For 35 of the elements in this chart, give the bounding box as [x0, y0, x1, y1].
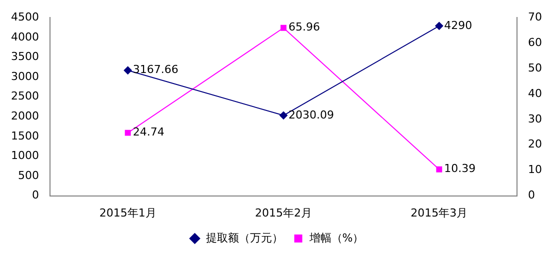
y-tick-label: 1500	[10, 129, 39, 142]
y-tick-label: 3500	[10, 50, 39, 64]
point	[280, 111, 288, 120]
legend-label: 增幅（%）	[308, 231, 364, 244]
y-tick-label: 2500	[10, 90, 39, 103]
y-tick-label: 3000	[10, 70, 39, 83]
y-tick-label: 4000	[10, 30, 39, 44]
x-tick-label: 2015年3月	[410, 206, 468, 220]
y2-tick-label: 60	[528, 36, 542, 49]
y2-tick-label: 20	[528, 138, 542, 151]
data-label: 65.96	[288, 20, 320, 34]
data-label: 4290	[444, 18, 472, 32]
y-tick-label: 1000	[10, 149, 39, 162]
y-tick-label: 500	[18, 168, 39, 182]
y2-tick-label: 70	[528, 10, 542, 24]
y2-tick-label: 0	[528, 188, 536, 202]
y2-tick-label: 50	[528, 61, 542, 74]
point	[124, 130, 131, 136]
data-label: 2030.09	[288, 108, 334, 122]
legend-label: 提取额（万元）	[206, 231, 283, 244]
data-label: 10.39	[444, 162, 476, 176]
point	[435, 22, 444, 30]
point	[124, 66, 132, 74]
y2-tick-label: 30	[528, 112, 542, 126]
y-tick-label: 2000	[10, 109, 39, 122]
x-tick-label: 2015年2月	[255, 206, 312, 220]
y-tick-label: 4500	[10, 10, 39, 24]
data-label: 24.74	[132, 126, 164, 139]
point	[436, 166, 442, 172]
point	[280, 24, 286, 31]
y2-tick-label: 10	[528, 163, 542, 176]
y-tick-label: 0	[32, 188, 39, 202]
x-tick-label: 2015年1月	[99, 206, 156, 220]
data-label: 3167.66	[132, 63, 178, 76]
y2-tick-label: 40	[528, 86, 542, 100]
